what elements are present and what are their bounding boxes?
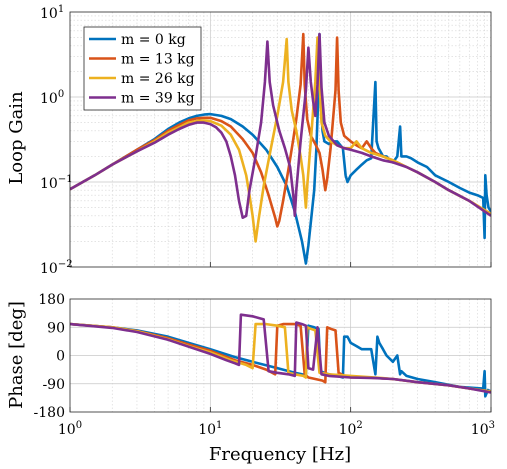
- magnitude-ylabel: Loop Gain: [6, 91, 27, 185]
- magnitude-series-group: [70, 32, 491, 265]
- frequency-xtick-label: 101: [198, 420, 222, 438]
- legend-entry-2: m = 26 kg: [121, 71, 195, 87]
- phase-line-series-3: [70, 313, 491, 394]
- frequency-xtick-label: 102: [339, 420, 363, 438]
- legend-box: [83, 26, 202, 111]
- phase-series-group: [70, 313, 491, 398]
- magnitude-panel: 10−2 10−1 100 101 m = 0 kg m = 13 kg m = 26 kg…: [40, 4, 492, 277]
- phase-ytick-label: 0: [56, 349, 65, 365]
- magnitude-ytick-label: 101: [40, 4, 64, 22]
- phase-panel: -180 -90 0 90 180 100 101 102 103: [34, 292, 495, 438]
- frequency-xtick-label: 100: [58, 420, 82, 438]
- phase-line-series-0: [70, 322, 491, 398]
- phase-ytick-label: 90: [47, 320, 65, 336]
- magnitude-line-series-2: [70, 36, 491, 243]
- magnitude-line-series-3: [70, 32, 491, 219]
- magnitude-ytick-label: 100: [40, 89, 64, 107]
- frequency-xlabel: Frequency [Hz]: [209, 444, 351, 465]
- magnitude-axes-box: [69, 11, 492, 268]
- legend-entry-3: m = 39 kg: [121, 91, 195, 107]
- magnitude-ytick-label: 10−1: [40, 174, 73, 192]
- legend-entry-0: m = 0 kg: [121, 32, 186, 48]
- phase-ylabel: Phase [deg]: [6, 301, 27, 409]
- phase-ytick-label: -90: [42, 377, 65, 393]
- phase-ytick-label: 180: [38, 292, 65, 308]
- legend: m = 0 kg m = 13 kg m = 26 kg m = 39 kg: [83, 26, 202, 111]
- magnitude-ytick-label: 10−2: [40, 259, 73, 277]
- frequency-xtick-label: 103: [471, 420, 495, 438]
- legend-entry-1: m = 13 kg: [121, 52, 195, 68]
- phase-axes-box: [69, 298, 492, 413]
- phase-ytick-label: -180: [34, 405, 65, 421]
- magnitude-line-series-0: [70, 32, 491, 265]
